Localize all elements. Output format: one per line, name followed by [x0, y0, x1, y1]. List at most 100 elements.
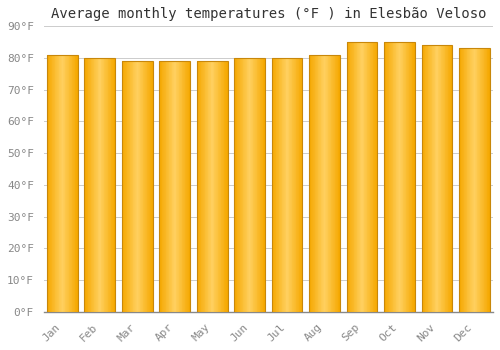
Bar	[366, 42, 368, 312]
Bar	[186, 61, 187, 312]
Bar	[105, 58, 106, 312]
Bar	[103, 58, 104, 312]
Bar	[106, 58, 108, 312]
Bar	[428, 45, 429, 312]
Bar	[371, 42, 372, 312]
Bar	[161, 61, 162, 312]
Bar	[187, 61, 188, 312]
Bar	[460, 49, 462, 312]
Bar	[114, 58, 115, 312]
Bar	[414, 42, 415, 312]
Bar	[98, 58, 99, 312]
Bar	[427, 45, 428, 312]
Bar	[354, 42, 355, 312]
Bar	[109, 58, 110, 312]
Bar	[202, 61, 203, 312]
Bar	[298, 58, 300, 312]
Bar	[317, 55, 318, 312]
Bar	[318, 55, 319, 312]
Bar	[167, 61, 168, 312]
Bar	[446, 45, 447, 312]
Bar	[170, 61, 171, 312]
Bar	[370, 42, 371, 312]
Bar	[199, 61, 200, 312]
Bar	[429, 45, 430, 312]
Bar	[384, 42, 385, 312]
Bar	[100, 58, 102, 312]
Bar	[465, 49, 466, 312]
Bar	[396, 42, 397, 312]
Bar	[208, 61, 209, 312]
Bar	[322, 55, 323, 312]
Bar	[134, 61, 135, 312]
Bar	[142, 61, 144, 312]
Bar	[160, 61, 161, 312]
Bar	[149, 61, 150, 312]
Bar	[426, 45, 427, 312]
Bar	[210, 61, 212, 312]
Bar	[480, 49, 481, 312]
Bar	[145, 61, 146, 312]
Bar	[407, 42, 408, 312]
Bar	[241, 58, 242, 312]
Bar	[180, 61, 181, 312]
Bar	[430, 45, 432, 312]
Bar	[68, 55, 70, 312]
Bar	[165, 61, 166, 312]
Bar	[124, 61, 125, 312]
Bar	[475, 49, 476, 312]
Bar	[171, 61, 172, 312]
Bar	[481, 49, 482, 312]
Bar	[390, 42, 391, 312]
Bar	[164, 61, 165, 312]
Bar	[295, 58, 296, 312]
Bar	[422, 45, 452, 312]
Bar	[236, 58, 238, 312]
Bar	[259, 58, 260, 312]
Bar	[291, 58, 292, 312]
Bar	[86, 58, 87, 312]
Bar	[139, 61, 140, 312]
Bar	[224, 61, 225, 312]
Bar	[400, 42, 401, 312]
Bar	[122, 61, 152, 312]
Bar	[459, 49, 490, 312]
Bar	[332, 55, 333, 312]
Bar	[288, 58, 290, 312]
Bar	[434, 45, 436, 312]
Bar	[365, 42, 366, 312]
Bar	[128, 61, 129, 312]
Bar	[392, 42, 394, 312]
Bar	[51, 55, 52, 312]
Bar	[405, 42, 406, 312]
Bar	[359, 42, 360, 312]
Bar	[212, 61, 213, 312]
Bar	[54, 55, 56, 312]
Bar	[209, 61, 210, 312]
Bar	[138, 61, 139, 312]
Bar	[484, 49, 485, 312]
Bar	[440, 45, 442, 312]
Bar	[356, 42, 358, 312]
Bar	[140, 61, 141, 312]
Bar	[276, 58, 277, 312]
Bar	[102, 58, 103, 312]
Bar	[72, 55, 73, 312]
Bar	[293, 58, 294, 312]
Bar	[204, 61, 206, 312]
Bar	[316, 55, 317, 312]
Bar	[71, 55, 72, 312]
Bar	[485, 49, 486, 312]
Bar	[125, 61, 126, 312]
Bar	[104, 58, 105, 312]
Bar	[77, 55, 78, 312]
Bar	[76, 55, 77, 312]
Bar	[95, 58, 96, 312]
Bar	[87, 58, 88, 312]
Bar	[255, 58, 256, 312]
Bar	[216, 61, 217, 312]
Bar	[197, 61, 198, 312]
Bar	[89, 58, 90, 312]
Bar	[464, 49, 465, 312]
Bar	[240, 58, 241, 312]
